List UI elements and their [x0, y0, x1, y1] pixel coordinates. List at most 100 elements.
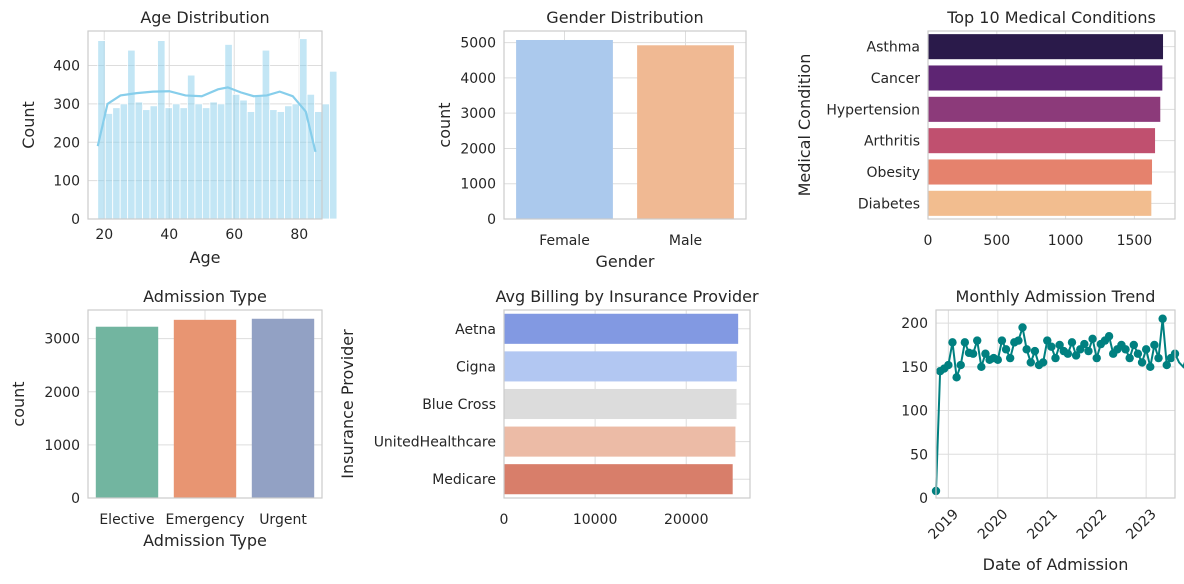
y-tick-label: 5000 [460, 36, 496, 52]
plot-frame [87, 30, 323, 220]
data-point [948, 338, 957, 347]
y-axis-label: count [9, 381, 28, 426]
y-tick-label: Diabetes [858, 196, 920, 212]
x-tick-label: 2020 [975, 506, 1012, 543]
histogram-bar [299, 38, 308, 220]
y-tick-label: Arthritis [864, 134, 920, 150]
bar [504, 388, 737, 420]
histogram-bar [224, 44, 233, 220]
y-tick-label: 50 [910, 447, 928, 463]
x-tick-label: 0 [924, 233, 933, 249]
data-point [1067, 338, 1077, 347]
plot-frame [935, 309, 1176, 499]
x-tick-label: Urgent [259, 512, 307, 528]
histogram-bar [194, 103, 203, 220]
data-point [1150, 340, 1159, 350]
y-tick-label: Hypertension [826, 102, 920, 118]
histogram-bar [261, 49, 271, 220]
bar [928, 96, 1161, 122]
data-point [1154, 353, 1163, 363]
x-tick-label: 2019 [925, 506, 962, 543]
chart-title: Age Distribution [140, 8, 269, 27]
data-point [977, 362, 986, 372]
x-tick-label: 2022 [1074, 506, 1111, 543]
histogram-bar [142, 109, 151, 220]
histogram-bar [314, 111, 323, 220]
x-tick-label: 1000 [1048, 233, 1084, 249]
data-point [1071, 351, 1081, 360]
histogram-bar [239, 99, 248, 220]
histogram-bar [246, 111, 256, 220]
x-tick-label: 60 [225, 227, 243, 243]
y-tick-label: UnitedHealthcare [374, 435, 496, 451]
histogram-bar [284, 105, 293, 220]
data-point [1018, 323, 1027, 332]
data-point [1080, 339, 1089, 349]
data-point [1014, 336, 1023, 345]
y-tick-label: 200 [901, 316, 928, 332]
histogram-bar [321, 103, 330, 220]
bar [504, 313, 739, 344]
data-point [1063, 349, 1073, 358]
data-point [1043, 336, 1052, 345]
plot-frame [503, 309, 751, 499]
bar [251, 318, 315, 498]
data-point [1005, 353, 1015, 363]
bar [504, 464, 733, 495]
y-tick-label: 1000 [44, 438, 80, 454]
x-tick-label: 80 [290, 227, 308, 243]
data-point [1125, 353, 1134, 363]
x-tick-label: 40 [160, 227, 178, 243]
y-tick-label: 150 [901, 360, 928, 376]
data-point [993, 355, 1003, 365]
data-point [1146, 362, 1155, 372]
histogram-bar [157, 40, 166, 220]
y-tick-label: Blue Cross [422, 397, 496, 413]
histogram-bar [209, 101, 218, 220]
bar [928, 128, 1156, 154]
chart-title: Gender Distribution [546, 8, 703, 27]
y-tick-label: 0 [487, 212, 496, 228]
x-tick-label: 2023 [1123, 506, 1160, 543]
data-point [952, 373, 961, 382]
y-tick-label: 4000 [460, 71, 496, 87]
x-tick-label: 20 [95, 227, 113, 243]
histogram-bar [119, 103, 129, 220]
bar [504, 351, 737, 382]
data-point [981, 349, 990, 358]
data-point [1047, 342, 1056, 351]
data-point [1084, 346, 1093, 356]
histogram-bar [269, 109, 278, 220]
x-axis-label: Gender [596, 252, 655, 271]
x-tick-label: Emergency [166, 512, 245, 528]
chart-title: Top 10 Medical Conditions [946, 8, 1156, 27]
plot-frame [503, 30, 747, 220]
data-point [1051, 353, 1060, 363]
data-point [1137, 358, 1147, 367]
histogram-bar [164, 107, 173, 220]
x-tick-label: 10000 [573, 512, 618, 528]
bar [95, 326, 159, 498]
data-point [1129, 340, 1138, 350]
y-tick-label: 2000 [44, 385, 80, 401]
y-axis-label: Insurance Provider [338, 329, 357, 479]
y-tick-label: 3000 [44, 332, 80, 348]
x-tick-label: Female [539, 233, 590, 249]
histogram-bar [276, 111, 286, 220]
bar [928, 159, 1153, 185]
data-point [973, 336, 982, 345]
y-tick-label: 3000 [460, 106, 496, 122]
histogram-bar [201, 107, 211, 220]
histogram-bar [179, 107, 188, 220]
data-point [1030, 346, 1040, 356]
data-point [997, 336, 1007, 345]
data-point [968, 349, 978, 358]
y-tick-label: 200 [53, 135, 80, 151]
y-tick-label: Cigna [456, 359, 496, 375]
plot-frame [927, 30, 1176, 220]
x-tick-label: Male [669, 233, 702, 249]
data-point [1092, 353, 1101, 363]
x-tick-label: 2021 [1024, 506, 1061, 543]
data-point [1121, 345, 1130, 354]
